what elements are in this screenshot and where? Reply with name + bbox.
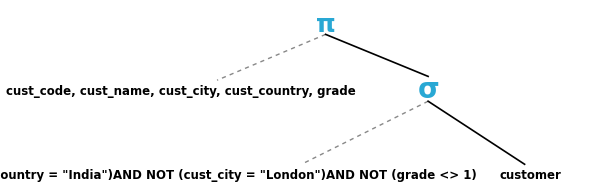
Text: customer: customer [500,169,561,182]
Text: NOT (cust_country = "India")AND NOT (cust_city = "London")AND NOT (grade <> 1): NOT (cust_country = "India")AND NOT (cus… [0,169,476,182]
Text: σ: σ [417,76,439,104]
Text: cust_code, cust_name, cust_city, cust_country, grade: cust_code, cust_name, cust_city, cust_co… [6,85,356,98]
Text: π: π [316,13,335,37]
